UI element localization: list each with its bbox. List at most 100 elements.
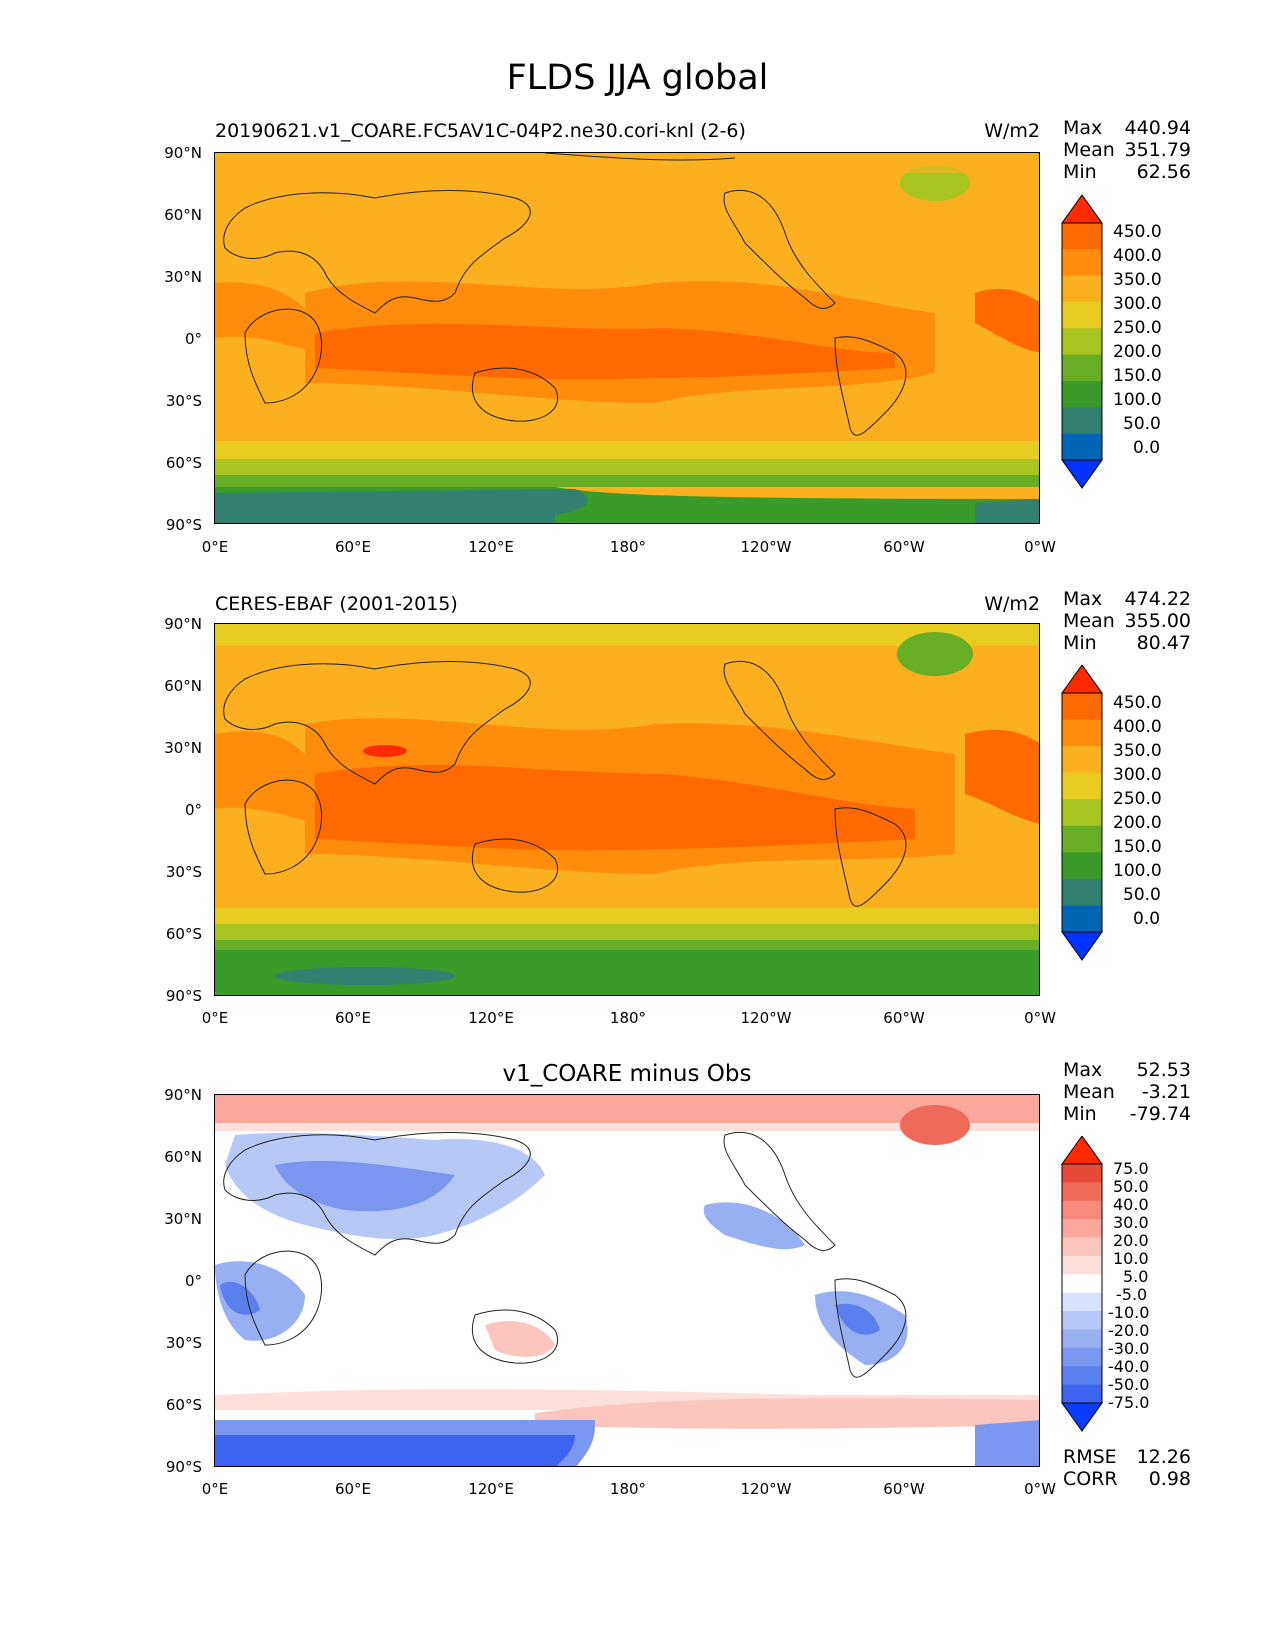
stat-label: Max bbox=[1063, 117, 1103, 139]
panel-1-title: 20190621.v1_COARE.FC5AV1C-04P2.ne30.cori… bbox=[215, 120, 746, 142]
colorbar-swatch bbox=[1062, 249, 1102, 277]
colorbar-label: -10.0 bbox=[1108, 1303, 1150, 1322]
colorbar-label: -30.0 bbox=[1108, 1339, 1150, 1358]
colorbar-swatch bbox=[1062, 905, 1102, 933]
lon-label: 180° bbox=[609, 538, 647, 556]
colorbar-label: 5.0 bbox=[1123, 1267, 1149, 1286]
stat-value: -79.74 bbox=[1129, 1103, 1191, 1125]
colorbar-label: 150.0 bbox=[1113, 837, 1162, 857]
colorbar-swatch bbox=[1062, 1182, 1102, 1202]
colorbar-label: 100.0 bbox=[1113, 861, 1162, 881]
lat-label: 90°S bbox=[165, 1458, 202, 1476]
colorbar-outline bbox=[1061, 1163, 1103, 1404]
lon-label: 60°E bbox=[334, 1480, 372, 1498]
stat-label: CORR bbox=[1063, 1468, 1118, 1490]
stat-label: Min bbox=[1063, 161, 1097, 183]
colorbar-swatch bbox=[1062, 1347, 1102, 1367]
colorbar-label: 0.0 bbox=[1133, 909, 1161, 929]
colorbar-label: 100.0 bbox=[1113, 390, 1162, 410]
colorbar-label: 300.0 bbox=[1113, 765, 1162, 785]
colorbar-label: 150.0 bbox=[1113, 366, 1162, 386]
colorbar-label: 50.0 bbox=[1123, 414, 1161, 434]
stat-value: 474.22 bbox=[1124, 588, 1191, 610]
lon-label: 120°W bbox=[740, 1480, 792, 1498]
colorbar-swatch bbox=[1062, 1366, 1102, 1386]
colorbar-label: 0.0 bbox=[1133, 438, 1161, 458]
colorbar-swatch bbox=[1062, 878, 1102, 906]
lon-label: 120°E bbox=[468, 1480, 514, 1498]
colorbar-swatch bbox=[1062, 1292, 1102, 1312]
lon-label: 60°W bbox=[883, 1009, 925, 1027]
figure-title: FLDS JJA global bbox=[506, 58, 769, 98]
panel-1-map bbox=[214, 152, 1040, 524]
stat-value: 80.47 bbox=[1136, 632, 1191, 654]
colorbar-swatch bbox=[1062, 1237, 1102, 1257]
colorbar-outline bbox=[1061, 692, 1103, 933]
lon-label: 120°W bbox=[740, 538, 792, 556]
colorbar-swatch bbox=[1062, 799, 1102, 827]
panel-3-map bbox=[214, 1094, 1040, 1467]
colorbar-swatch bbox=[1062, 746, 1102, 774]
panel-3-colorbar bbox=[1061, 1136, 1103, 1432]
colorbar-swatch bbox=[1062, 852, 1102, 880]
stat-value: 355.00 bbox=[1124, 610, 1191, 632]
colorbar-outline bbox=[1061, 222, 1103, 461]
panel-2-title: CERES-EBAF (2001-2015) bbox=[215, 593, 458, 615]
colorbar-label: 350.0 bbox=[1113, 741, 1162, 761]
stat-value: 12.26 bbox=[1136, 1446, 1191, 1468]
colorbar-label: 450.0 bbox=[1113, 222, 1162, 242]
colorbar-swatch bbox=[1062, 354, 1102, 382]
lon-label: 0°W bbox=[1024, 538, 1056, 556]
lon-label: 180° bbox=[609, 1480, 647, 1498]
colorbar-swatch bbox=[1062, 1274, 1102, 1294]
colorbar-swatch bbox=[1062, 302, 1102, 329]
colorbar-label: 40.0 bbox=[1113, 1195, 1149, 1214]
lon-label: 60°E bbox=[334, 1009, 372, 1027]
colorbar-label: 250.0 bbox=[1113, 789, 1162, 809]
colorbar-swatch bbox=[1062, 1219, 1102, 1239]
lat-label: 0° bbox=[184, 1272, 202, 1290]
colorbar-extend-max bbox=[1061, 665, 1103, 694]
colorbar-label: -50.0 bbox=[1108, 1375, 1150, 1394]
lat-label: 90°N bbox=[164, 615, 202, 633]
panel-3-stats: Max 52.53 Mean -3.21 Min -79.74 bbox=[1063, 1059, 1191, 1125]
lat-label: 60°N bbox=[164, 206, 202, 224]
colorbar-label: 200.0 bbox=[1113, 342, 1162, 362]
lon-label: 0°E bbox=[201, 1480, 229, 1498]
colorbar-swatch bbox=[1062, 1329, 1102, 1349]
stat-value: 351.79 bbox=[1124, 139, 1191, 161]
colorbar-swatch bbox=[1062, 223, 1102, 250]
lon-label: 180° bbox=[609, 1009, 647, 1027]
colorbar-label: 75.0 bbox=[1113, 1159, 1149, 1178]
stat-label: Max bbox=[1063, 588, 1103, 610]
lat-label: 60°S bbox=[165, 925, 202, 943]
lat-label: 90°N bbox=[164, 144, 202, 162]
stat-label: Min bbox=[1063, 1103, 1097, 1125]
lon-label: 0°W bbox=[1024, 1009, 1056, 1027]
lon-label: 0°E bbox=[201, 1009, 229, 1027]
colorbar-label: 400.0 bbox=[1113, 717, 1162, 737]
stat-value: 52.53 bbox=[1136, 1059, 1191, 1081]
stat-label: Min bbox=[1063, 632, 1097, 654]
colorbar-label: 400.0 bbox=[1113, 246, 1162, 266]
lat-label: 60°S bbox=[165, 454, 202, 472]
colorbar-extend-min bbox=[1061, 931, 1103, 961]
colorbar-swatch bbox=[1062, 433, 1102, 461]
panel-1-stats: Max 440.94 Mean 351.79 Min 62.56 bbox=[1063, 117, 1191, 183]
colorbar-swatch bbox=[1062, 825, 1102, 853]
lat-label: 60°S bbox=[165, 1396, 202, 1414]
colorbar-swatch bbox=[1062, 1311, 1102, 1330]
colorbar-label: 10.0 bbox=[1113, 1249, 1149, 1268]
lat-label: 60°N bbox=[164, 1148, 202, 1166]
lon-label: 120°E bbox=[468, 1009, 514, 1027]
lon-label: 0°E bbox=[201, 538, 229, 556]
lon-label: 0°W bbox=[1024, 1480, 1056, 1498]
colorbar-extend-min bbox=[1061, 1402, 1103, 1432]
stat-value: 62.56 bbox=[1136, 161, 1191, 183]
colorbar-label: -20.0 bbox=[1108, 1321, 1150, 1340]
stat-value: 0.98 bbox=[1148, 1468, 1191, 1490]
lat-label: 30°N bbox=[164, 268, 202, 286]
lat-label: 30°S bbox=[165, 863, 202, 881]
lat-label: 30°S bbox=[165, 392, 202, 410]
lat-label: 0° bbox=[184, 330, 202, 348]
